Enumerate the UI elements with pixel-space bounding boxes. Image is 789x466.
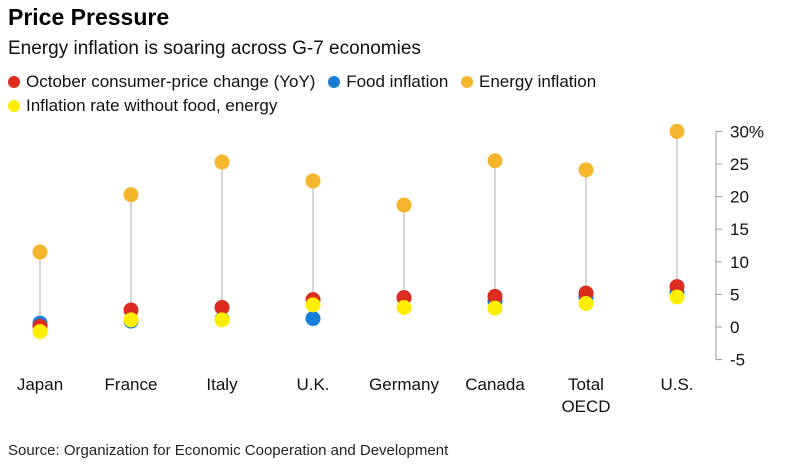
legend-label: Inflation rate without food, energy: [26, 96, 278, 115]
legend-swatch: [8, 100, 20, 112]
data-point: [305, 297, 321, 313]
x-tick-label: Canada: [465, 375, 525, 394]
y-tick-label: -5: [730, 351, 745, 370]
data-point: [123, 312, 139, 328]
data-point: [214, 299, 230, 315]
y-tick-label: 10: [730, 253, 749, 272]
data-point: [214, 154, 230, 170]
legend-item-food: Food inflation: [328, 70, 448, 94]
data-point: [123, 187, 139, 203]
x-tick-label: France: [105, 375, 158, 394]
x-tick-label: Italy: [206, 375, 238, 394]
data-point: [32, 324, 48, 340]
legend-label: October consumer-price change (YoY): [26, 72, 316, 91]
y-tick-label: 0: [730, 318, 739, 337]
y-tick-label: 20: [730, 188, 749, 207]
x-tick-label: U.K.: [296, 375, 329, 394]
data-point: [669, 123, 685, 139]
legend-item-headline: October consumer-price change (YoY): [8, 70, 315, 94]
data-point: [305, 311, 321, 327]
data-point: [578, 285, 594, 301]
x-tick-label: Total OECD: [561, 375, 610, 416]
data-point: [214, 312, 230, 328]
legend-label: Food inflation: [346, 72, 449, 91]
legend-label: Energy inflation: [479, 72, 597, 91]
y-tick-label: 25: [730, 155, 749, 174]
chart-legend: October consumer-price change (YoY) Food…: [8, 70, 698, 118]
x-tick-label: U.S.: [660, 375, 693, 394]
legend-swatch: [8, 76, 20, 88]
data-point: [487, 288, 503, 304]
data-point: [669, 279, 685, 295]
data-point: [32, 244, 48, 260]
chart-source: Source: Organization for Economic Cooper…: [8, 442, 449, 459]
x-tick-label: Japan: [17, 375, 63, 394]
data-point: [669, 289, 685, 305]
legend-item-energy: Energy inflation: [461, 70, 596, 94]
legend-swatch: [328, 76, 341, 88]
data-point: [305, 173, 321, 189]
y-tick-label: 5: [730, 285, 739, 304]
legend-item-core: Inflation rate without food, energy: [8, 94, 277, 118]
chart-title: Price Pressure: [8, 4, 170, 30]
y-tick-label: 15: [730, 220, 749, 239]
data-point: [396, 299, 412, 315]
legend-swatch: [461, 76, 474, 88]
data-point: [578, 296, 594, 312]
y-tick-label: 30%: [730, 122, 764, 141]
data-point: [578, 162, 594, 178]
data-point: [487, 153, 503, 169]
chart-subtitle: Energy inflation is soaring across G-7 e…: [8, 38, 421, 59]
x-tick-label: Germany: [369, 375, 439, 394]
data-point: [487, 300, 503, 316]
data-point: [396, 197, 412, 213]
